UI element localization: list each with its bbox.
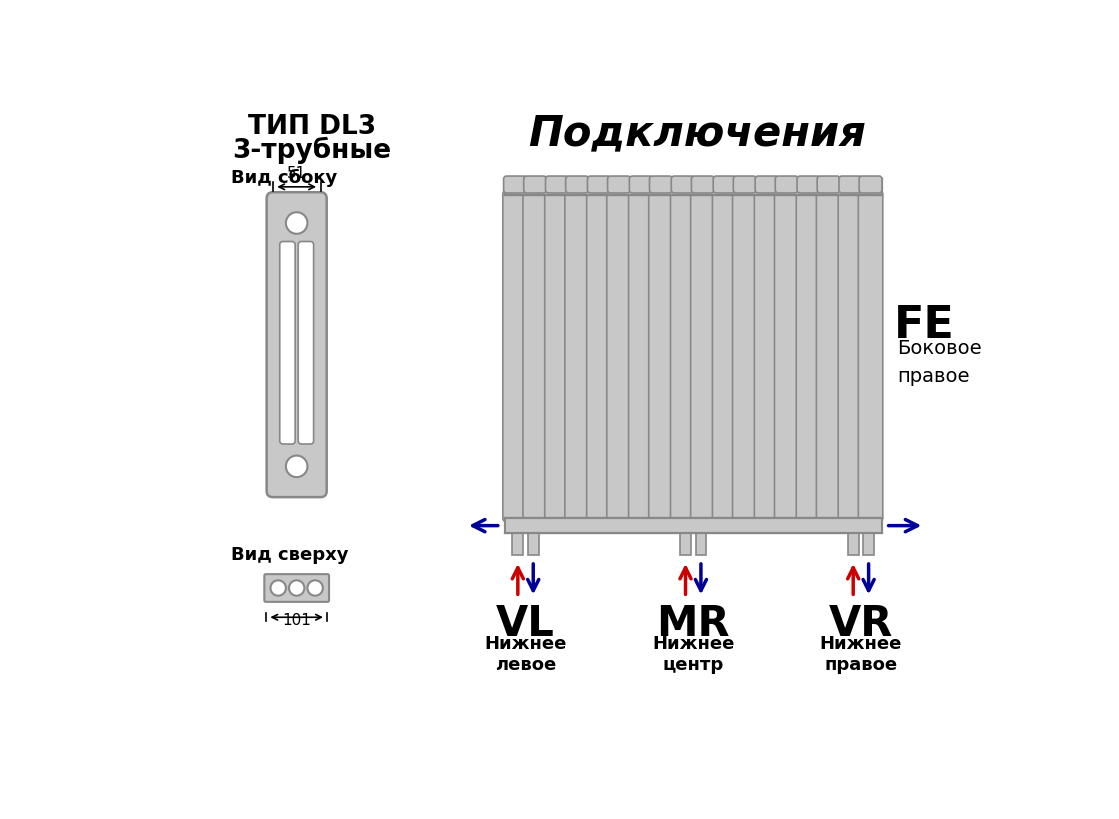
FancyBboxPatch shape: [608, 176, 630, 193]
Text: 3-трубные: 3-трубные: [233, 137, 392, 164]
Text: Нижнее
левое: Нижнее левое: [485, 635, 566, 674]
Bar: [513, 533, 524, 555]
FancyBboxPatch shape: [502, 191, 527, 522]
Bar: [680, 533, 690, 555]
Text: 101: 101: [282, 613, 311, 628]
Text: VL: VL: [496, 603, 555, 645]
FancyBboxPatch shape: [586, 191, 611, 522]
FancyBboxPatch shape: [775, 176, 798, 193]
FancyBboxPatch shape: [692, 176, 714, 193]
FancyBboxPatch shape: [587, 176, 610, 193]
FancyBboxPatch shape: [733, 191, 758, 522]
FancyBboxPatch shape: [754, 191, 779, 522]
Text: Нижнее
правое: Нижнее правое: [820, 635, 902, 674]
Bar: [505, 179, 882, 195]
Circle shape: [289, 581, 304, 595]
FancyBboxPatch shape: [713, 176, 736, 193]
FancyBboxPatch shape: [839, 176, 862, 193]
Text: Вид сверху: Вид сверху: [232, 546, 349, 564]
FancyBboxPatch shape: [524, 176, 547, 193]
Circle shape: [285, 455, 308, 477]
Text: MR: MR: [657, 603, 730, 645]
FancyBboxPatch shape: [504, 176, 527, 193]
FancyBboxPatch shape: [755, 176, 778, 193]
FancyBboxPatch shape: [797, 191, 820, 522]
Circle shape: [285, 212, 308, 233]
Text: VR: VR: [829, 603, 893, 645]
FancyBboxPatch shape: [649, 176, 673, 193]
Bar: [528, 533, 538, 555]
Text: 51: 51: [288, 165, 307, 181]
FancyBboxPatch shape: [565, 191, 590, 522]
Bar: [505, 518, 882, 533]
FancyBboxPatch shape: [797, 176, 820, 193]
Text: Боковое
правое: Боковое правое: [897, 339, 981, 386]
FancyBboxPatch shape: [649, 191, 674, 522]
FancyBboxPatch shape: [565, 176, 589, 193]
Text: ТИП DL3: ТИП DL3: [248, 114, 376, 140]
FancyBboxPatch shape: [690, 191, 715, 522]
FancyBboxPatch shape: [545, 176, 568, 193]
FancyBboxPatch shape: [774, 191, 799, 522]
FancyBboxPatch shape: [670, 191, 695, 522]
FancyBboxPatch shape: [817, 191, 840, 522]
FancyBboxPatch shape: [606, 191, 631, 522]
FancyBboxPatch shape: [713, 191, 737, 522]
FancyBboxPatch shape: [629, 176, 652, 193]
Circle shape: [271, 581, 285, 595]
Text: Подключения: Подключения: [528, 112, 866, 154]
FancyBboxPatch shape: [298, 242, 313, 444]
Bar: [848, 533, 858, 555]
FancyBboxPatch shape: [733, 176, 756, 193]
FancyBboxPatch shape: [523, 191, 547, 522]
FancyBboxPatch shape: [629, 191, 653, 522]
Bar: [863, 533, 874, 555]
Text: Нижнее
центр: Нижнее центр: [652, 635, 734, 674]
Text: FE: FE: [893, 304, 955, 347]
Text: Вид сбоку: Вид сбоку: [232, 169, 338, 188]
FancyBboxPatch shape: [838, 191, 863, 522]
Bar: [505, 518, 882, 533]
Bar: [696, 533, 706, 555]
FancyBboxPatch shape: [817, 176, 840, 193]
Bar: [505, 179, 882, 195]
FancyBboxPatch shape: [858, 191, 883, 522]
Circle shape: [308, 581, 323, 595]
FancyBboxPatch shape: [264, 574, 329, 602]
FancyBboxPatch shape: [266, 192, 327, 497]
FancyBboxPatch shape: [859, 176, 882, 193]
FancyBboxPatch shape: [545, 191, 570, 522]
FancyBboxPatch shape: [280, 242, 295, 444]
FancyBboxPatch shape: [671, 176, 694, 193]
